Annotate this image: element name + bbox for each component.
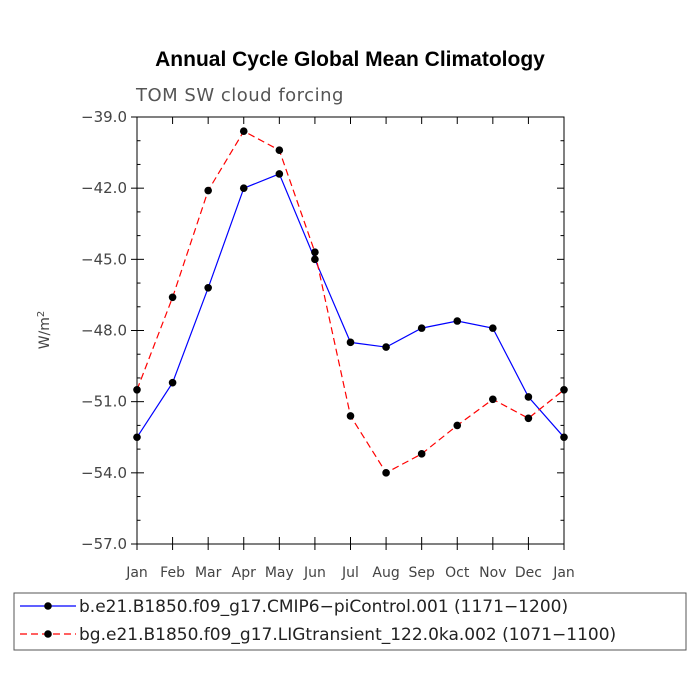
series-2-point — [453, 421, 462, 430]
series-1-point — [204, 284, 212, 292]
chart-subtitle: TOM SW cloud forcing — [135, 85, 344, 106]
series-1-point — [133, 433, 141, 442]
series-2-point — [346, 412, 355, 420]
series-2-point — [489, 395, 497, 404]
y-tick-label: −42.0 — [81, 179, 127, 197]
series-1-point — [311, 255, 319, 264]
x-tick-label: Oct — [445, 565, 470, 581]
series-2-point — [204, 186, 212, 195]
series-2-point — [524, 414, 533, 423]
legend-label-series-1: b.e21.B1850.f09_g17.CMIP6−piControl.001 … — [79, 597, 568, 617]
series-2-point — [417, 450, 426, 458]
series-1-point — [168, 378, 177, 387]
series-1-point — [382, 343, 390, 351]
series-2-point — [239, 127, 248, 136]
y-tick-labels: −39.0 −42.0 −45.0 −48.0 −51.0 −54.0 −57.0 — [81, 108, 127, 553]
series-2-point — [275, 146, 284, 155]
series-2-point — [560, 386, 568, 394]
y-axis-label-main: W/m — [37, 317, 53, 349]
series-line-2 — [136, 130, 565, 474]
x-tick-label: Sep — [408, 565, 435, 581]
y-tick-label: −51.0 — [81, 393, 127, 411]
series-2-point — [133, 386, 141, 394]
x-tick-label: Jan — [125, 565, 148, 581]
legend-marker-series-2 — [44, 630, 52, 638]
series-1-point — [453, 317, 462, 325]
legend: b.e21.B1850.f09_g17.CMIP6−piControl.001 … — [13, 592, 687, 651]
x-tick-label: Mar — [195, 565, 222, 581]
x-tick-label: Jul — [341, 565, 359, 581]
legend-label-series-2: bg.e21.B1850.f09_g17.LIGtransient_122.0k… — [79, 625, 616, 645]
x-tick-label: Apr — [232, 565, 256, 581]
y-tick-label: −48.0 — [81, 322, 127, 340]
series-1-point — [524, 393, 533, 401]
x-tick-label: Dec — [515, 565, 542, 581]
axis-ticks — [131, 116, 565, 550]
series-1-point — [346, 338, 355, 347]
series-1-point — [239, 184, 248, 192]
legend-box — [13, 592, 687, 651]
series-1-point — [489, 324, 497, 332]
x-tick-label: Jun — [303, 565, 326, 581]
y-axis-label-superscript: 2 — [36, 311, 47, 317]
plot-frame — [136, 116, 565, 545]
series-2-point — [168, 293, 177, 302]
series-2-point — [311, 248, 319, 257]
x-tick-label: May — [265, 565, 294, 581]
y-axis-label: W/m2 — [36, 311, 53, 350]
x-tick-label: Jan — [552, 565, 575, 581]
chart-title: Annual Cycle Global Mean Climatology — [155, 48, 545, 71]
y-tick-label: −57.0 — [81, 535, 127, 553]
series-1-point — [417, 324, 426, 332]
x-tick-label: Nov — [479, 565, 506, 581]
y-tick-label: −54.0 — [81, 464, 127, 482]
x-tick-label: Feb — [160, 565, 185, 581]
series-1-point — [275, 170, 284, 178]
x-tick-labels: Jan Feb Mar Apr May Jun Jul Aug Sep Oct Nov Dec Jan — [125, 565, 575, 581]
series-1-point — [560, 433, 568, 442]
x-tick-label: Aug — [372, 565, 399, 581]
svg-text:W/m2: W/m2 — [36, 311, 53, 350]
legend-marker-series-1 — [44, 602, 52, 610]
series-2-point — [382, 469, 390, 477]
y-tick-label: −39.0 — [81, 108, 127, 126]
y-tick-label: −45.0 — [81, 250, 127, 268]
series-layer — [133, 127, 568, 477]
